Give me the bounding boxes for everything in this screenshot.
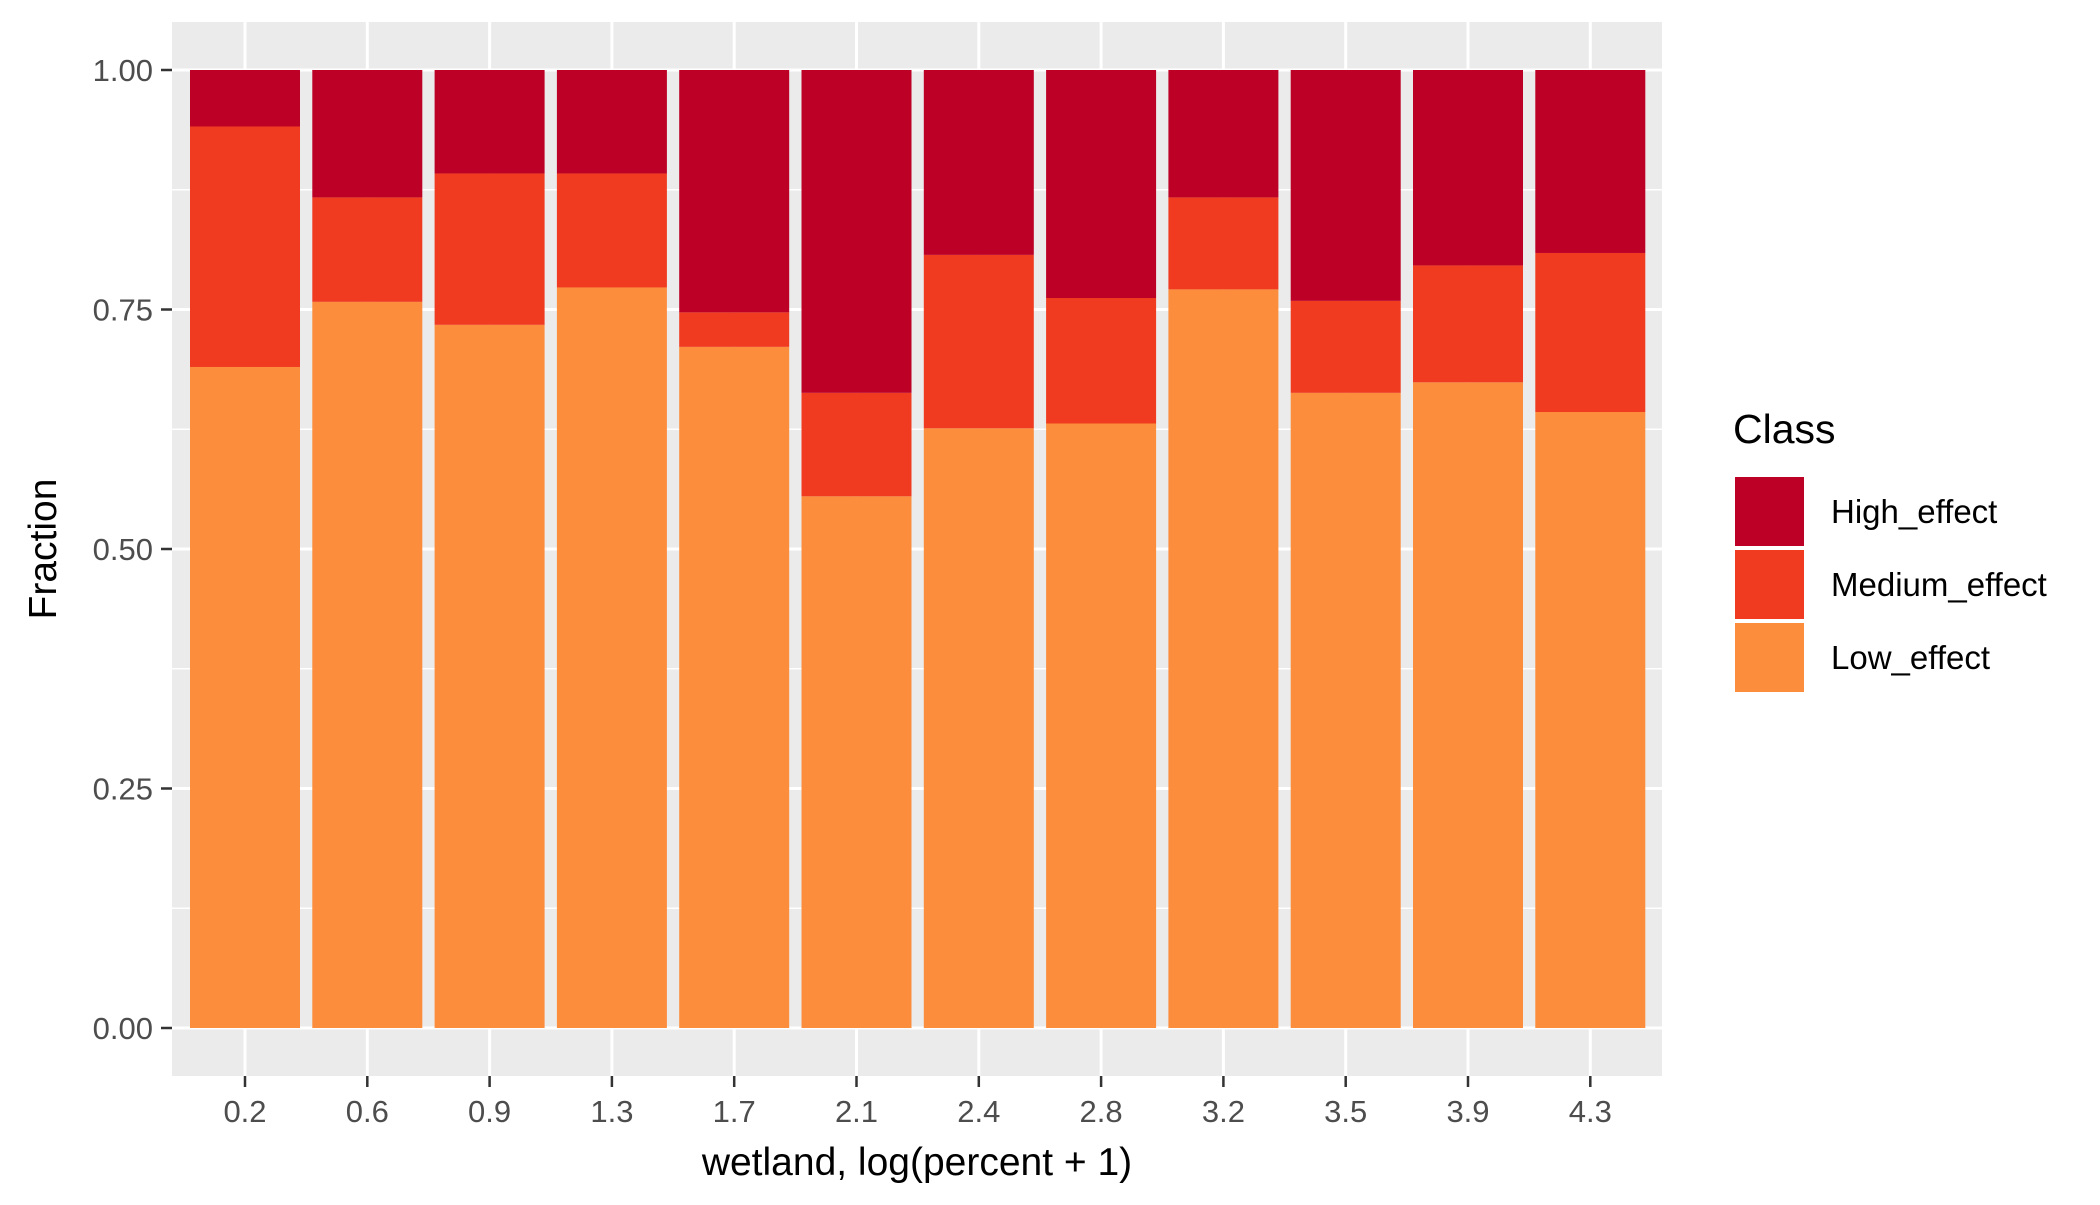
x-tick-label: 4.3 xyxy=(1569,1094,1612,1129)
bar-low-effect xyxy=(556,287,667,1028)
x-tick-label: 3.9 xyxy=(1446,1094,1489,1129)
bar-low-effect xyxy=(1535,412,1646,1029)
legend-swatch xyxy=(1735,477,1804,546)
legend-label: Medium_effect xyxy=(1831,566,2047,603)
x-tick-label: 0.9 xyxy=(468,1094,511,1129)
bar-low-effect xyxy=(312,301,423,1028)
x-tick-label: 2.4 xyxy=(957,1094,1000,1129)
bar-medium-effect xyxy=(556,173,667,288)
bar-medium-effect xyxy=(679,312,790,347)
bar-low-effect xyxy=(1046,423,1157,1028)
bar-medium-effect xyxy=(1290,300,1401,393)
bar-high-effect xyxy=(556,70,667,174)
bar-high-effect xyxy=(1290,70,1401,301)
bar-high-effect xyxy=(1413,70,1523,266)
x-axis: 0.2 0.6 0.9 1.3 1.7 2.1 2.4 2.8 3.2 3.5 3.9 4.3 xyxy=(223,1076,1612,1129)
x-tick-label: 2.8 xyxy=(1080,1094,1123,1129)
y-axis-title: Fraction xyxy=(22,479,65,620)
legend-title: Class xyxy=(1733,406,1836,452)
x-tick-label: 0.6 xyxy=(346,1094,389,1129)
y-tick-label: 1.00 xyxy=(93,53,153,88)
bar-medium-effect xyxy=(1413,265,1523,383)
y-tick-label: 0.50 xyxy=(93,532,153,567)
bar-low-effect xyxy=(679,346,790,1028)
bar-low-effect xyxy=(923,428,1034,1028)
y-tick-label: 0.00 xyxy=(93,1011,153,1046)
legend-label: Low_effect xyxy=(1831,639,1990,676)
x-axis-title: wetland, log(percent + 1) xyxy=(701,1141,1132,1184)
bar-low-effect xyxy=(801,496,912,1028)
bar-low-effect xyxy=(1290,392,1401,1028)
bar-low-effect xyxy=(434,324,545,1028)
x-tick-label: 1.7 xyxy=(713,1094,756,1129)
bar-high-effect xyxy=(1046,70,1157,299)
legend-swatch xyxy=(1735,623,1804,692)
bar-medium-effect xyxy=(434,173,545,325)
bar-medium-effect xyxy=(190,126,300,367)
x-tick-label: 2.1 xyxy=(835,1094,878,1129)
bar-high-effect xyxy=(801,70,912,393)
bar-low-effect xyxy=(190,366,300,1029)
bar-medium-effect xyxy=(1535,252,1646,413)
legend-swatch xyxy=(1735,550,1804,619)
bar-high-effect xyxy=(434,70,545,174)
bar-medium-effect xyxy=(312,197,423,302)
legend-label: High_effect xyxy=(1831,493,1997,530)
bar-high-effect xyxy=(679,70,790,313)
bar-low-effect xyxy=(1168,289,1279,1029)
y-tick-label: 0.75 xyxy=(93,293,153,328)
bar-medium-effect xyxy=(1168,197,1279,290)
bars xyxy=(190,70,1646,1029)
x-tick-label: 3.5 xyxy=(1324,1094,1367,1129)
bar-high-effect xyxy=(190,70,300,127)
y-axis: 0.00 0.25 0.50 0.75 1.00 xyxy=(93,53,172,1046)
bar-medium-effect xyxy=(1046,298,1157,424)
legend: Class High_effect Medium_effect Low_effect xyxy=(1733,406,2047,692)
bar-high-effect xyxy=(923,70,1034,255)
x-tick-label: 0.2 xyxy=(223,1094,266,1129)
x-tick-label: 3.2 xyxy=(1202,1094,1245,1129)
y-tick-label: 0.25 xyxy=(93,772,153,807)
bar-medium-effect xyxy=(801,392,912,497)
bar-low-effect xyxy=(1413,382,1523,1029)
x-tick-label: 1.3 xyxy=(590,1094,633,1129)
bar-high-effect xyxy=(312,70,423,198)
bar-medium-effect xyxy=(923,254,1034,429)
bar-high-effect xyxy=(1535,70,1646,253)
bar-high-effect xyxy=(1168,70,1279,198)
